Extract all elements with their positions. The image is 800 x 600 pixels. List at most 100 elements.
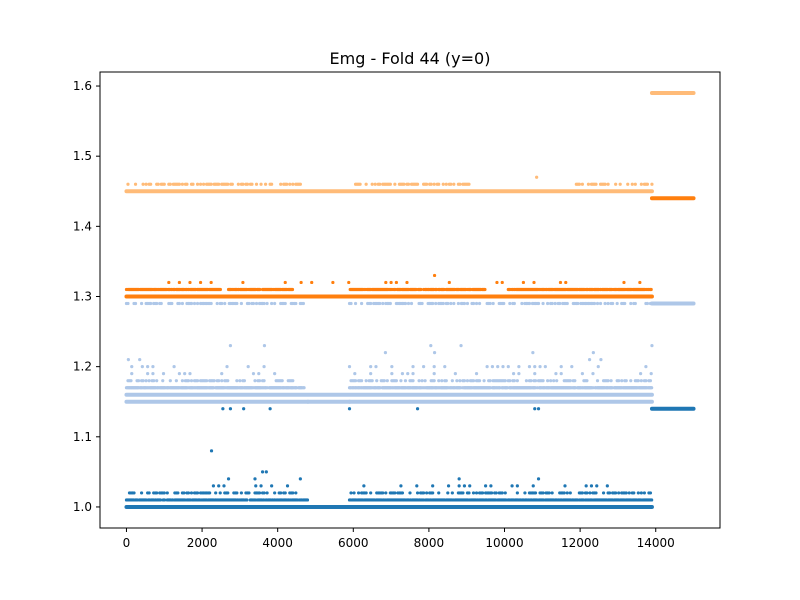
data-point [639,491,643,495]
data-point [517,372,521,376]
data-point [262,301,266,306]
data-point [437,379,441,383]
data-point [349,301,353,306]
data-point [624,491,628,495]
data-point [155,301,159,306]
data-point [251,372,256,376]
data-point [378,301,382,306]
data-point [209,280,213,285]
data-point [270,301,274,306]
x-tick-label: 14000 [637,536,675,550]
data-point [402,182,406,186]
data-point [279,491,283,495]
data-point [541,301,545,306]
data-point [403,379,408,383]
data-point [429,344,433,348]
data-point [538,365,542,369]
data-point [536,407,541,411]
data-point [177,301,181,306]
data-point [500,491,504,495]
data-point [235,379,239,383]
data-point [259,484,263,488]
data-point [636,491,640,495]
data-point [617,491,621,495]
data-point [588,491,592,495]
data-point [432,372,436,376]
x-tick-label: 8000 [414,536,445,550]
data-point [215,301,219,306]
data-point [533,491,538,495]
data-point [238,379,242,383]
data-point [257,379,262,383]
data-point [603,182,607,186]
data-point [146,372,150,376]
data-point [133,182,138,186]
data-point [168,379,172,383]
data-point [465,301,470,306]
data-point [129,379,133,383]
data-point [198,182,203,186]
data-point [622,280,626,285]
data-point [558,280,563,285]
data-point [580,372,584,376]
data-point [147,491,151,495]
data-point [260,470,265,474]
data-point [550,491,554,495]
data-point [141,182,145,186]
data-point [167,280,171,285]
data-point [446,484,451,488]
data-point [198,280,203,285]
data-point [533,379,538,383]
data-point [553,301,557,306]
data-point [381,301,385,306]
data-point [645,301,650,306]
data-point [483,287,487,292]
data-point [453,372,457,376]
data-point [510,484,514,488]
data-point [503,491,507,495]
data-point [594,491,598,495]
data-point [353,372,357,376]
data-point [422,491,426,495]
data-point [218,491,222,495]
data-point [533,407,537,411]
data-point [294,301,298,306]
x-tick-label: 10000 [485,536,523,550]
data-point [429,182,433,186]
data-point [626,182,630,186]
data-point [133,301,138,306]
data-point [496,365,500,369]
data-point [432,379,436,383]
data-point [591,372,595,376]
data-point [353,379,358,383]
data-point [182,491,186,495]
data-point [399,484,403,488]
data-point [162,491,166,495]
data-point [452,182,456,186]
data-point [459,344,463,348]
data-point [532,280,536,285]
data-point [290,287,295,292]
data-point [494,491,498,495]
data-point [262,365,266,369]
data-point [349,491,353,495]
data-point [146,365,150,369]
data-point [220,301,224,306]
data-point [155,379,159,383]
data-point [431,491,435,495]
data-point [422,365,426,369]
data-point [186,491,191,495]
data-point [508,379,512,383]
data-point [406,301,411,306]
data-point [603,301,607,306]
data-point [247,301,251,306]
data-point [417,379,421,383]
data-point [471,491,476,495]
data-point [381,491,385,495]
data-point [563,484,567,488]
y-tick-label: 1.6 [73,79,92,93]
data-point [541,379,545,383]
data-point [446,491,450,495]
data-point [188,280,192,285]
data-point [441,301,445,306]
